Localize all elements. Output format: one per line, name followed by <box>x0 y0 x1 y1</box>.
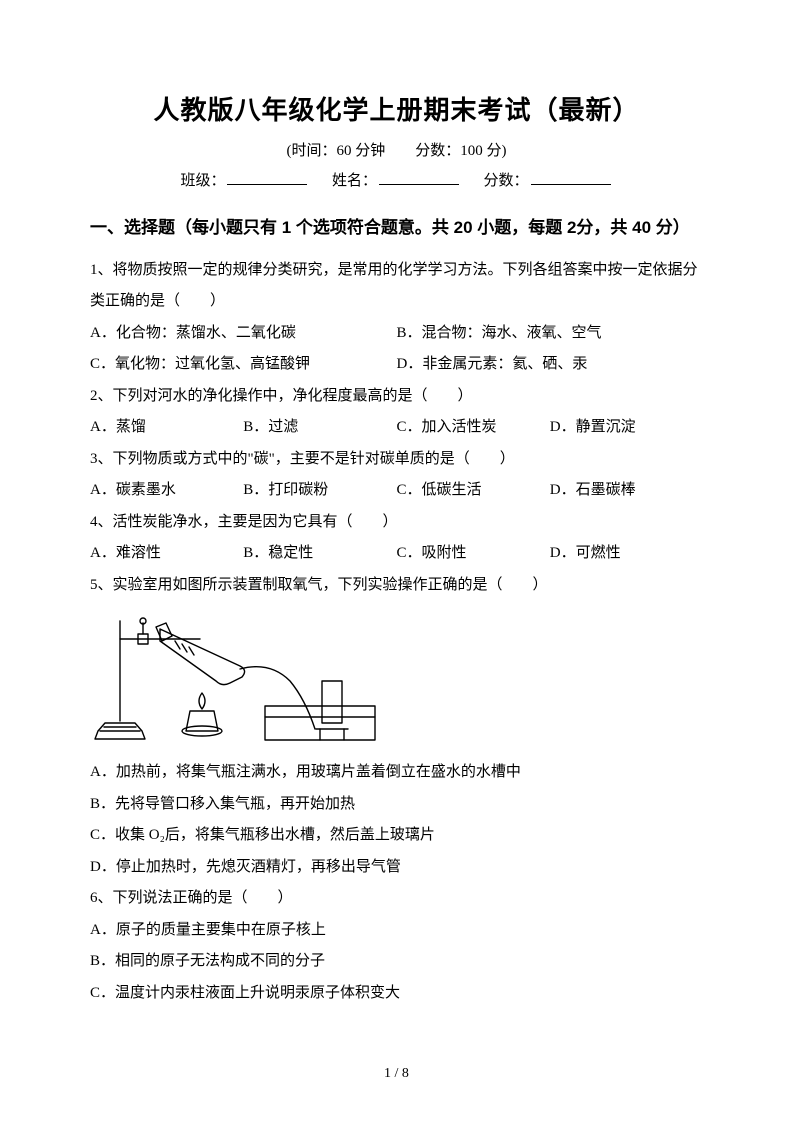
q2-options: A．蒸馏 B．过滤 C．加入活性炭 D．静置沉淀 <box>90 412 703 444</box>
score-blank[interactable] <box>531 168 611 185</box>
q4-options: A．难溶性 B．稳定性 C．吸附性 D．可燃性 <box>90 538 703 570</box>
class-blank[interactable] <box>227 168 307 185</box>
name-label: 姓名： <box>332 173 377 189</box>
q5-stem: 5、实验室用如图所示装置制取氧气，下列实验操作正确的是（ ） <box>90 570 703 602</box>
q6-options: A．原子的质量主要集中在原子核上 B．相同的原子无法构成不同的分子 C．温度计内… <box>90 915 703 1010</box>
section-1-header: 一、选择题（每小题只有 1 个选项符合题意。共 20 小题，每题 2分，共 40… <box>90 208 703 249</box>
q6-opt-a: A．原子的质量主要集中在原子核上 <box>90 915 703 947</box>
q2-stem: 2、下列对河水的净化操作中，净化程度最高的是（ ） <box>90 381 703 413</box>
question-1: 1、将物质按照一定的规律分类研究，是常用的化学学习方法。下列各组答案中按一定依据… <box>90 255 703 381</box>
q5-opt-c: C．收集 O₂后，将集气瓶移出水槽，然后盖上玻璃片 <box>90 820 703 852</box>
q2-opt-c: C．加入活性炭 <box>397 412 550 444</box>
q1-opt-d: D．非金属元素：氦、硒、汞 <box>397 349 704 381</box>
question-3: 3、下列物质或方式中的"碳"，主要不是针对碳单质的是（ ） A．碳素墨水 B．打… <box>90 444 703 507</box>
q1-opt-c: C．氧化物：过氧化氢、高锰酸钾 <box>90 349 397 381</box>
class-label: 班级： <box>180 173 225 189</box>
q6-opt-c: C．温度计内汞柱液面上升说明汞原子体积变大 <box>90 978 703 1010</box>
question-2: 2、下列对河水的净化操作中，净化程度最高的是（ ） A．蒸馏 B．过滤 C．加入… <box>90 381 703 444</box>
q3-stem: 3、下列物质或方式中的"碳"，主要不是针对碳单质的是（ ） <box>90 444 703 476</box>
q5-opt-b: B．先将导管口移入集气瓶，再开始加热 <box>90 789 703 821</box>
q4-stem: 4、活性炭能净水，主要是因为它具有（ ） <box>90 507 703 539</box>
question-5: 5、实验室用如图所示装置制取氧气，下列实验操作正确的是（ ） <box>90 570 703 884</box>
q2-opt-a: A．蒸馏 <box>90 412 243 444</box>
exam-page: 人教版八年级化学上册期末考试（最新） (时间：60 分钟 分数：100 分) 班… <box>0 0 793 1122</box>
q4-opt-d: D．可燃性 <box>550 538 703 570</box>
q1-stem: 1、将物质按照一定的规律分类研究，是常用的化学学习方法。下列各组答案中按一定依据… <box>90 255 703 318</box>
page-number: 1 / 8 <box>0 1066 793 1082</box>
q3-opt-b: B．打印碳粉 <box>243 475 396 507</box>
q1-opt-b: B．混合物：海水、液氧、空气 <box>397 318 704 350</box>
score-label: 分数： <box>484 173 529 189</box>
q3-opt-d: D．石墨碳棒 <box>550 475 703 507</box>
q2-opt-b: B．过滤 <box>243 412 396 444</box>
q2-opt-d: D．静置沉淀 <box>550 412 703 444</box>
q1-opt-a: A．化合物：蒸馏水、二氧化碳 <box>90 318 397 350</box>
student-info-line: 班级： 姓名： 分数： <box>90 168 703 190</box>
q5-opt-a: A．加热前，将集气瓶注满水，用玻璃片盖着倒立在盛水的水槽中 <box>90 757 703 789</box>
time-score-line: (时间：60 分钟 分数：100 分) <box>90 139 703 160</box>
questions-body: 1、将物质按照一定的规律分类研究，是常用的化学学习方法。下列各组答案中按一定依据… <box>90 255 703 1010</box>
q5-opt-d: D．停止加热时，先熄灭酒精灯，再移出导气管 <box>90 852 703 884</box>
q3-options: A．碳素墨水 B．打印碳粉 C．低碳生活 D．石墨碳棒 <box>90 475 703 507</box>
q4-opt-c: C．吸附性 <box>397 538 550 570</box>
q6-opt-b: B．相同的原子无法构成不同的分子 <box>90 946 703 978</box>
apparatus-svg <box>90 611 390 751</box>
q4-opt-a: A．难溶性 <box>90 538 243 570</box>
q4-opt-b: B．稳定性 <box>243 538 396 570</box>
name-blank[interactable] <box>379 168 459 185</box>
page-title: 人教版八年级化学上册期末考试（最新） <box>90 90 703 127</box>
q5-options: A．加热前，将集气瓶注满水，用玻璃片盖着倒立在盛水的水槽中 B．先将导管口移入集… <box>90 757 703 883</box>
q3-opt-c: C．低碳生活 <box>397 475 550 507</box>
q6-stem: 6、下列说法正确的是（ ） <box>90 883 703 915</box>
q5-apparatus-diagram <box>90 611 703 751</box>
q3-opt-a: A．碳素墨水 <box>90 475 243 507</box>
question-6: 6、下列说法正确的是（ ） A．原子的质量主要集中在原子核上 B．相同的原子无法… <box>90 883 703 1009</box>
q1-options: A．化合物：蒸馏水、二氧化碳 B．混合物：海水、液氧、空气 C．氧化物：过氧化氢… <box>90 318 703 381</box>
question-4: 4、活性炭能净水，主要是因为它具有（ ） A．难溶性 B．稳定性 C．吸附性 D… <box>90 507 703 570</box>
